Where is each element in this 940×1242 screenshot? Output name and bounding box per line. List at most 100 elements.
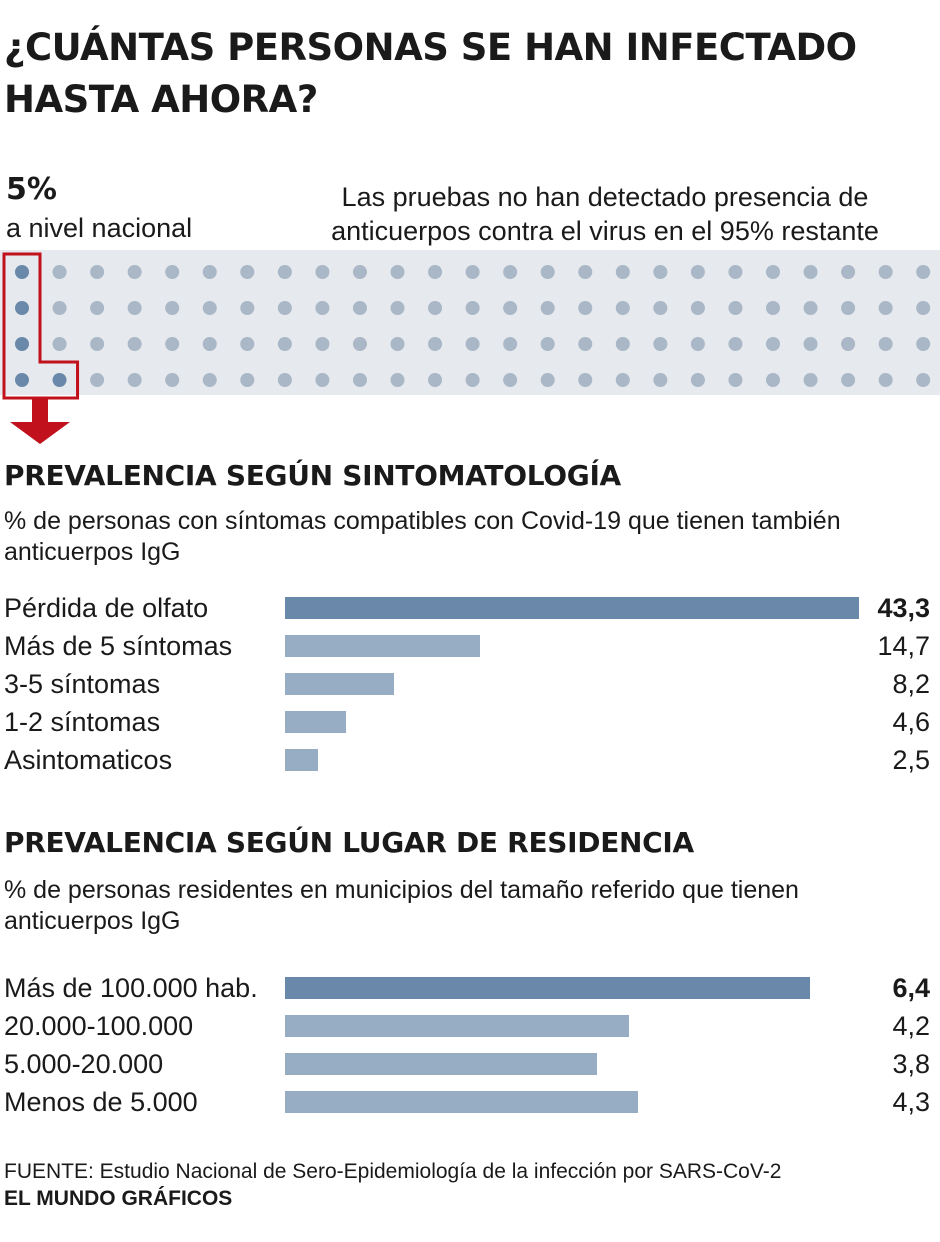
bar-track: [285, 1091, 859, 1113]
bar-row: 20.000-100.000 4,2: [0, 1007, 940, 1045]
bar-track: [285, 597, 859, 619]
dot: [277, 337, 292, 351]
symptoms-section-subtitle: % de personas con síntomas compatibles c…: [4, 507, 841, 566]
dot: [390, 265, 405, 279]
dot: [352, 337, 367, 351]
dot: [766, 337, 780, 351]
dot: [202, 373, 217, 387]
bar-row: Más de 5 síntomas 14,7: [0, 627, 940, 665]
dot: [578, 373, 593, 387]
dot: [540, 337, 555, 351]
dot: [803, 265, 818, 279]
bar-label: Más de 100.000 hab.: [4, 973, 258, 1003]
dot: [653, 265, 668, 279]
dot: [465, 265, 480, 279]
bar-track: [285, 635, 859, 657]
dot-infected: [15, 301, 29, 315]
dot: [390, 373, 405, 387]
residence-section-subtitle: % de personas residentes en municipios d…: [4, 876, 799, 935]
dot: [352, 301, 367, 315]
dot: [202, 301, 217, 315]
dot: [615, 337, 630, 351]
dot: [841, 265, 856, 279]
dot: [127, 373, 142, 387]
bar: [285, 977, 810, 999]
bar-row: Pérdida de olfato 43,3: [0, 589, 940, 627]
dot: [728, 301, 743, 315]
bar-row: 3-5 síntomas 8,2: [0, 665, 940, 703]
dot: [165, 301, 180, 315]
bar-value-label: 8,2: [892, 669, 930, 699]
dot: [390, 301, 405, 315]
bar-track: [285, 1015, 859, 1037]
dot: [428, 337, 443, 351]
bar-value-label: 4,6: [892, 707, 930, 737]
dot: [728, 265, 743, 279]
bar-track: [285, 1053, 859, 1075]
dot-infected: [15, 373, 29, 387]
dot: [540, 265, 555, 279]
dot: [90, 301, 105, 315]
bar-track: [285, 673, 859, 695]
dot: [315, 337, 330, 351]
dot: [841, 301, 856, 315]
dot: [728, 373, 743, 387]
dot: [540, 301, 555, 315]
bar-label: 3-5 síntomas: [4, 669, 161, 699]
dot: [615, 373, 630, 387]
dot-infected: [52, 373, 67, 387]
dot: [315, 373, 330, 387]
bar-value-label: 43,3: [877, 593, 930, 623]
dot: [127, 265, 142, 279]
bar: [285, 1091, 638, 1113]
dot: [277, 373, 292, 387]
dot: [578, 301, 593, 315]
dot: [728, 337, 743, 351]
dot: [916, 265, 931, 279]
dot: [315, 265, 330, 279]
dot: [240, 337, 255, 351]
dot: [841, 373, 856, 387]
dot: [503, 337, 518, 351]
dot: [90, 337, 105, 351]
bar: [285, 1015, 629, 1037]
symptoms-section-title: PREVALENCIA SEGÚN SINTOMATOLOGÍA: [4, 459, 621, 492]
bar-label: 20.000-100.000: [4, 1011, 194, 1041]
bar: [285, 673, 394, 695]
dot: [90, 265, 105, 279]
dot: [127, 301, 142, 315]
dot: [165, 373, 180, 387]
dot: [277, 301, 292, 315]
remaining-note: Las pruebas no han detectado presencia d…: [331, 182, 879, 246]
bar-label: 5.000-20.000: [4, 1049, 164, 1079]
dot: [841, 337, 856, 351]
dot: [503, 301, 518, 315]
dot: [653, 301, 668, 315]
dot: [240, 373, 255, 387]
dot: [90, 373, 105, 387]
dot: [52, 301, 67, 315]
dot: [916, 337, 931, 351]
dot: [165, 265, 180, 279]
bar: [285, 711, 346, 733]
dot: [766, 301, 780, 315]
dot: [428, 373, 443, 387]
bar-label: Asintomaticos: [4, 745, 173, 775]
dot: [615, 301, 630, 315]
dot: [878, 337, 893, 351]
dot: [653, 337, 668, 351]
national-percent: 5%: [6, 172, 57, 207]
bar-label: Pérdida de olfato: [4, 593, 209, 623]
bar: [285, 1053, 597, 1075]
dot: [465, 301, 480, 315]
dot: [465, 337, 480, 351]
bar-value-label: 6,4: [892, 973, 930, 1003]
dot: [277, 265, 292, 279]
bar-row: Menos de 5.000 4,3: [0, 1083, 940, 1121]
dot: [202, 265, 217, 279]
dot-infected: [15, 337, 29, 351]
chart-title: ¿CUÁNTAS PERSONAS SE HAN INFECTADO HASTA…: [4, 26, 857, 121]
bar-track: [285, 711, 859, 733]
dot: [352, 373, 367, 387]
dot: [916, 301, 931, 315]
